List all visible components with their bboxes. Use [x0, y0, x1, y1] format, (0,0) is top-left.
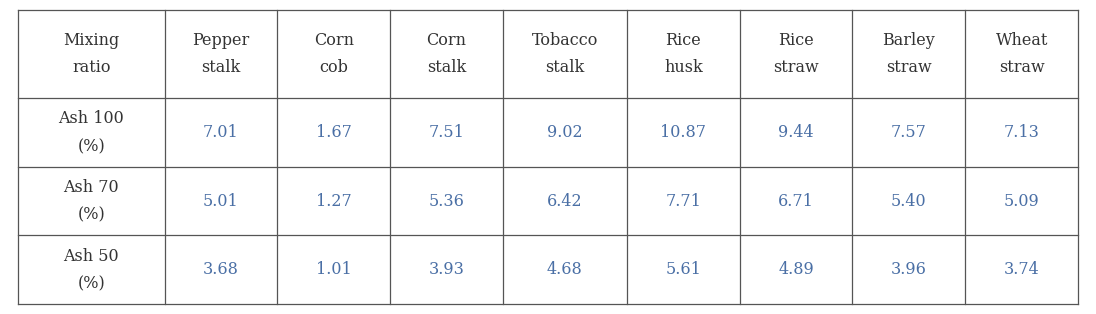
Text: 4.68: 4.68 — [547, 261, 583, 278]
Text: 3.68: 3.68 — [203, 261, 239, 278]
Text: 6.42: 6.42 — [547, 193, 583, 210]
Text: Rice
straw: Rice straw — [773, 32, 819, 76]
Text: Rice
husk: Rice husk — [664, 32, 703, 76]
Text: Ash 100
(%): Ash 100 (%) — [58, 111, 124, 155]
Text: Ash 50
(%): Ash 50 (%) — [64, 247, 119, 292]
Text: Mixing
ratio: Mixing ratio — [64, 32, 119, 76]
Text: 3.74: 3.74 — [1004, 261, 1039, 278]
Text: 10.87: 10.87 — [660, 124, 706, 141]
Text: 7.01: 7.01 — [203, 124, 239, 141]
Text: 7.51: 7.51 — [429, 124, 465, 141]
Text: Wheat
straw: Wheat straw — [995, 32, 1048, 76]
Text: 1.27: 1.27 — [316, 193, 352, 210]
Text: 6.71: 6.71 — [778, 193, 814, 210]
Text: Corn
cob: Corn cob — [313, 32, 354, 76]
Text: Barley
straw: Barley straw — [882, 32, 935, 76]
Text: Ash 70
(%): Ash 70 (%) — [64, 179, 119, 223]
Text: 3.96: 3.96 — [891, 261, 927, 278]
Text: 9.02: 9.02 — [547, 124, 583, 141]
Text: 5.61: 5.61 — [665, 261, 701, 278]
Text: 1.01: 1.01 — [316, 261, 352, 278]
Text: 3.93: 3.93 — [429, 261, 465, 278]
Text: 5.09: 5.09 — [1004, 193, 1039, 210]
Text: Corn
stalk: Corn stalk — [426, 32, 467, 76]
Text: 4.89: 4.89 — [778, 261, 814, 278]
Text: 5.36: 5.36 — [429, 193, 465, 210]
Text: 7.71: 7.71 — [665, 193, 701, 210]
Text: 7.57: 7.57 — [891, 124, 927, 141]
Text: 5.40: 5.40 — [891, 193, 926, 210]
Text: 9.44: 9.44 — [778, 124, 814, 141]
Text: Tobacco
stalk: Tobacco stalk — [532, 32, 598, 76]
Text: 5.01: 5.01 — [203, 193, 239, 210]
Text: 7.13: 7.13 — [1004, 124, 1039, 141]
Text: 1.67: 1.67 — [316, 124, 352, 141]
Text: Pepper
stalk: Pepper stalk — [193, 32, 250, 76]
